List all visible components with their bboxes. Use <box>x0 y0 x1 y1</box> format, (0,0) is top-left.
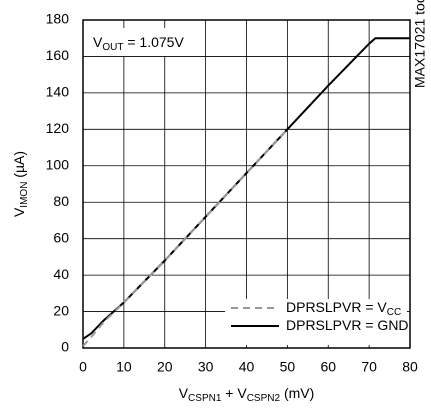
y-tick-label: 120 <box>46 120 70 136</box>
legend-label-part: CC <box>387 307 401 318</box>
x-tick-label: 70 <box>361 359 377 375</box>
x-tick-label: 0 <box>79 359 87 375</box>
y-tick-label: 40 <box>53 266 69 282</box>
x-axis-label-part: V <box>179 385 189 401</box>
legend-label: DPRSLPVR = GND <box>286 317 409 333</box>
y-axis-label-part: (µA) <box>11 151 27 182</box>
legend-label: DPRSLPVR = VCC <box>286 299 401 318</box>
annotation-part: V <box>93 34 103 50</box>
legend-label-part: DPRSLPVR = GND <box>286 317 409 333</box>
x-axis-label-part: (mV) <box>280 385 314 401</box>
y-tick-label: 20 <box>53 302 69 318</box>
y-tick-label: 100 <box>46 156 70 172</box>
y-tick-label: 180 <box>46 11 70 27</box>
y-axis-label-part: V <box>11 207 27 217</box>
y-tick-label: 0 <box>61 339 69 355</box>
y-tick-label: 160 <box>46 47 70 63</box>
y-tick-label: 140 <box>46 84 70 100</box>
annotation-part: = 1.075V <box>123 34 184 50</box>
y-tick-label: 60 <box>53 229 69 245</box>
y-tick-label: 80 <box>53 193 69 209</box>
x-axis-label-part: CSPN2 <box>247 393 281 404</box>
y-axis-label: VIMON (µA) <box>11 151 30 217</box>
x-axis-label-part: CSPN1 <box>188 393 222 404</box>
annotation: VOUT = 1.075V <box>93 34 184 53</box>
x-tick-label: 40 <box>239 359 255 375</box>
x-tick-label: 80 <box>402 359 418 375</box>
x-tick-label: 20 <box>157 359 173 375</box>
plot-frame <box>82 19 411 349</box>
x-tick-label: 60 <box>320 359 336 375</box>
annotation-part: OUT <box>102 42 123 53</box>
x-tick-label: 50 <box>280 359 296 375</box>
x-axis-label: VCSPN1 + VCSPN2 (mV) <box>179 385 315 404</box>
x-tick-label: 10 <box>116 359 132 375</box>
x-tick-label: 30 <box>198 359 214 375</box>
legend-label-part: DPRSLPVR = V <box>286 299 387 315</box>
series-line <box>82 128 289 347</box>
side-note: MAX17021 toc22 <box>412 0 428 88</box>
x-axis-label-part: + V <box>221 385 247 401</box>
y-axis-label-part: IMON <box>19 182 30 208</box>
annotation-box <box>88 28 182 56</box>
legend-box <box>225 299 407 345</box>
